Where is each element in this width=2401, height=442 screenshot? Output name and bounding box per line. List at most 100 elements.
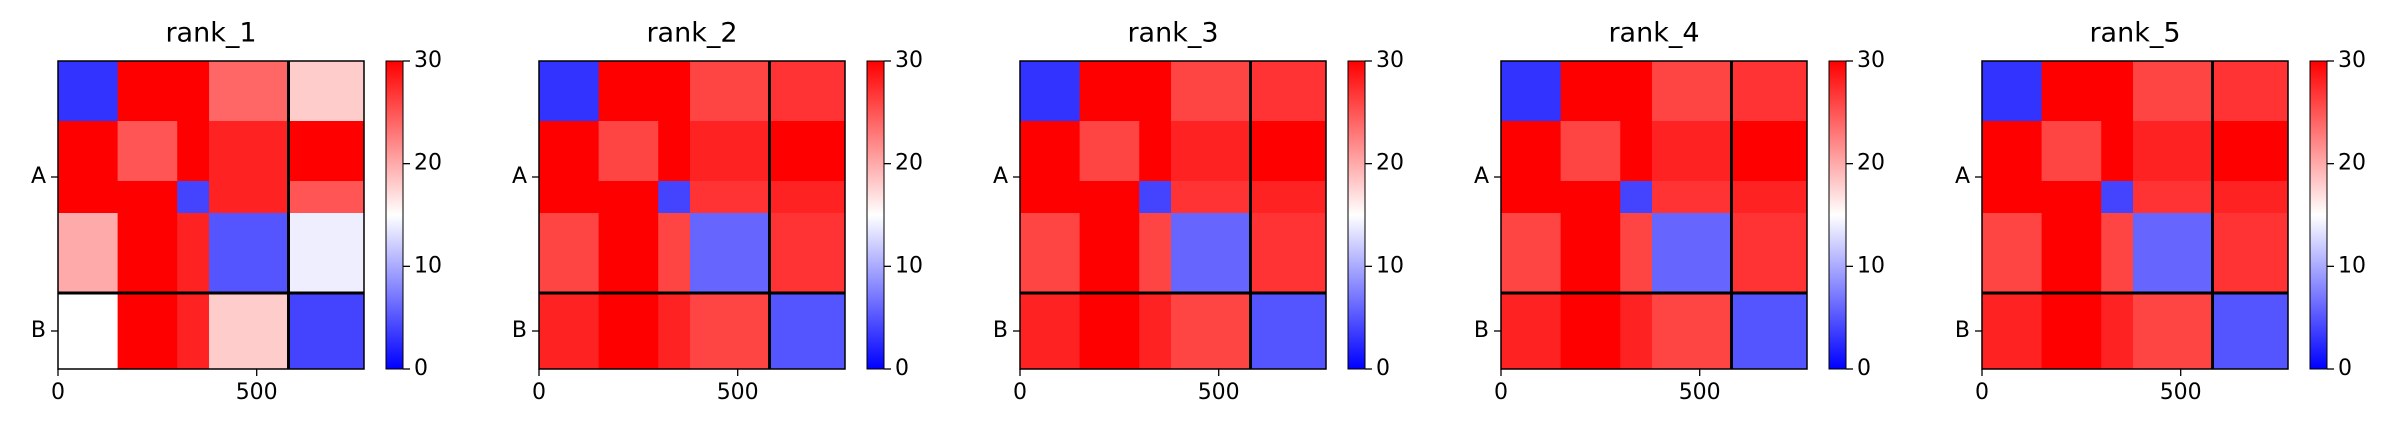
heatmap-cell (288, 121, 365, 182)
heatmap-cell (1250, 293, 1327, 370)
heatmap-cell (117, 61, 178, 122)
heatmap-cell (690, 61, 770, 122)
plot-frame (538, 60, 846, 370)
panel-title: rank_3 (1127, 18, 1218, 49)
panel-title: rank_2 (646, 18, 737, 49)
heatmap-cell (598, 293, 659, 370)
heatmap-cell (2041, 181, 2102, 214)
heatmap-cell (769, 213, 846, 294)
y-tick-label: B (1955, 318, 1970, 343)
heatmap-cell (1501, 293, 1562, 370)
heatmap-cell (658, 61, 691, 122)
colorbar-tick-label: 20 (2338, 151, 2366, 176)
heatmap-cell (658, 293, 691, 370)
heatmap-cell (1731, 61, 1808, 122)
x-tick-label: 500 (717, 380, 759, 405)
heatmap-cell (177, 181, 210, 214)
heatmap-cell (1560, 213, 1621, 294)
heatmap-cell (1020, 213, 1081, 294)
colorbar-tick-label: 10 (1376, 253, 1404, 278)
colorbar-tick-label: 0 (1376, 356, 1390, 381)
heatmap-cell (598, 61, 659, 122)
heatmap-cell (1652, 181, 1732, 214)
plot-frame (1500, 60, 1808, 370)
heatmap-cell (1139, 181, 1172, 214)
heatmap-cell (1652, 61, 1732, 122)
x-tick-label: 0 (51, 380, 65, 405)
heatmap-cell (1731, 121, 1808, 182)
heatmap-cell (2212, 61, 2289, 122)
heatmap-cell (769, 293, 846, 370)
heatmap-cell (1501, 121, 1562, 182)
plot-frame (1019, 60, 1327, 370)
heatmap-cell (1652, 121, 1732, 182)
x-tick-label: 500 (1679, 380, 1721, 405)
heatmap-cell (58, 181, 119, 214)
colorbar-tick-label: 20 (414, 151, 442, 176)
heatmap-cell (1982, 213, 2043, 294)
x-tick-label: 500 (2160, 380, 2202, 405)
heatmap-cell (1501, 213, 1562, 294)
colorbar-tick-label: 10 (1857, 253, 1885, 278)
heatmap-cell (690, 121, 770, 182)
colorbar-tick-label: 30 (895, 48, 923, 73)
panel-title: rank_1 (165, 18, 256, 49)
heatmap-cell (1079, 213, 1140, 294)
heatmap-cell (1139, 61, 1172, 122)
heatmap-cell (690, 213, 770, 294)
heatmap-cell (2101, 293, 2134, 370)
colorbar (1347, 60, 1366, 370)
plot-frame (1981, 60, 2289, 370)
heatmap-cell (1731, 213, 1808, 294)
colorbar-tick-label: 30 (1376, 48, 1404, 73)
y-tick-label: A (512, 164, 527, 189)
heatmap-cell (1020, 121, 1081, 182)
heatmap-cell (1982, 61, 2043, 122)
heatmap-cell (2133, 293, 2213, 370)
heatmap-cell (288, 293, 365, 370)
y-tick-label: A (993, 164, 1008, 189)
colorbar (385, 60, 404, 370)
heatmap-cell (1171, 181, 1251, 214)
heatmap-cell (2101, 121, 2134, 182)
heatmap-cell (1250, 181, 1327, 214)
heatmap-cell (1250, 213, 1327, 294)
y-tick-label: B (512, 318, 527, 343)
heatmap-cell (1982, 293, 2043, 370)
heatmap-cell (1079, 181, 1140, 214)
heatmap-cell (1171, 61, 1251, 122)
heatmap-cell (2212, 213, 2289, 294)
colorbar-tick-label: 20 (1857, 151, 1885, 176)
heatmap-cell (288, 213, 365, 294)
heatmap-cell (117, 181, 178, 214)
x-tick-label: 0 (1975, 380, 1989, 405)
heatmap-cell (2212, 181, 2289, 214)
heatmap-cell (539, 293, 600, 370)
heatmap-cell (598, 181, 659, 214)
heatmap-cell (1652, 293, 1732, 370)
heatmap-cell (117, 213, 178, 294)
heatmap-cell (690, 293, 770, 370)
heatmap-cell (2041, 61, 2102, 122)
heatmap-cell (1731, 181, 1808, 214)
heatmap-cell (209, 181, 289, 214)
heatmap-cell (2212, 121, 2289, 182)
heatmap-cell (2041, 293, 2102, 370)
heatmap-cell (1139, 121, 1172, 182)
heatmap-cell (658, 181, 691, 214)
heatmap-cell (2133, 61, 2213, 122)
x-tick-label: 0 (1013, 380, 1027, 405)
heatmap-cell (1020, 61, 1081, 122)
heatmap-cell (1560, 293, 1621, 370)
heatmap-cell (2133, 121, 2213, 182)
heatmap-cell (1560, 61, 1621, 122)
y-tick-label: B (993, 318, 1008, 343)
heatmap-cell (117, 121, 178, 182)
colorbar-tick-label: 0 (895, 356, 909, 381)
heatmap-cell (1079, 293, 1140, 370)
plot-frame (57, 60, 365, 370)
heatmap-cell (177, 293, 210, 370)
heatmap-cell (58, 213, 119, 294)
heatmap-cell (58, 121, 119, 182)
heatmap-cell (769, 181, 846, 214)
